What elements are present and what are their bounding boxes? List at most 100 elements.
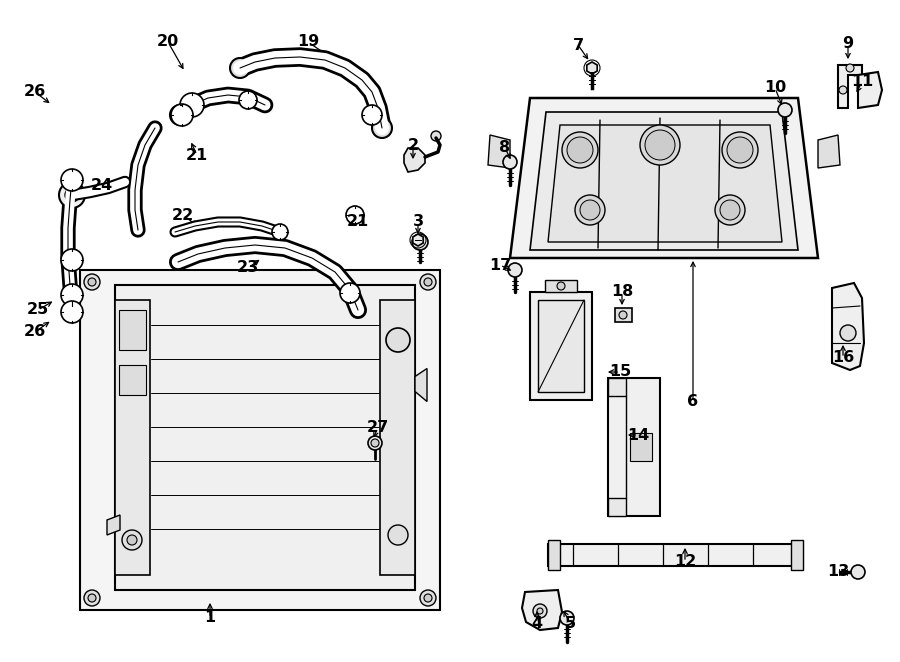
Circle shape — [88, 594, 96, 602]
Circle shape — [619, 311, 627, 319]
Text: 1: 1 — [204, 610, 216, 626]
Polygon shape — [413, 234, 423, 246]
Circle shape — [503, 155, 517, 169]
Circle shape — [61, 284, 83, 306]
Circle shape — [580, 200, 600, 220]
Text: 17: 17 — [489, 258, 511, 273]
Text: 15: 15 — [609, 365, 631, 379]
Polygon shape — [608, 498, 626, 516]
Polygon shape — [538, 300, 584, 392]
Circle shape — [560, 611, 574, 625]
Polygon shape — [791, 540, 803, 570]
Text: 18: 18 — [611, 285, 633, 299]
Bar — [115, 300, 150, 575]
Text: 26: 26 — [24, 85, 46, 99]
Circle shape — [431, 131, 441, 141]
Bar — [630, 433, 652, 461]
Circle shape — [839, 86, 847, 94]
Polygon shape — [548, 125, 782, 242]
Circle shape — [362, 105, 382, 125]
Circle shape — [170, 105, 190, 125]
Circle shape — [424, 594, 432, 602]
Circle shape — [346, 206, 364, 224]
Polygon shape — [488, 135, 510, 168]
Circle shape — [368, 436, 382, 450]
Circle shape — [388, 525, 408, 545]
Text: 9: 9 — [842, 36, 853, 52]
Text: 7: 7 — [572, 38, 583, 52]
Circle shape — [420, 590, 436, 606]
Bar — [80, 270, 440, 610]
Circle shape — [340, 283, 360, 303]
Circle shape — [722, 132, 758, 168]
Circle shape — [715, 195, 745, 225]
Text: 13: 13 — [827, 565, 849, 579]
Circle shape — [412, 234, 428, 250]
Text: 21: 21 — [346, 214, 369, 230]
Circle shape — [567, 137, 593, 163]
Text: 27: 27 — [367, 420, 389, 436]
Circle shape — [127, 535, 137, 545]
Polygon shape — [548, 544, 803, 566]
Bar — [115, 285, 415, 590]
Circle shape — [59, 182, 85, 208]
Circle shape — [84, 274, 100, 290]
Polygon shape — [608, 378, 626, 396]
Polygon shape — [545, 280, 577, 292]
Circle shape — [372, 118, 392, 138]
Polygon shape — [818, 135, 840, 168]
Polygon shape — [548, 540, 560, 570]
Circle shape — [645, 130, 675, 160]
Text: 8: 8 — [500, 140, 510, 156]
Polygon shape — [522, 590, 562, 630]
Circle shape — [230, 58, 250, 78]
Text: 4: 4 — [531, 616, 543, 630]
Circle shape — [420, 274, 436, 290]
Polygon shape — [530, 112, 798, 250]
Text: 5: 5 — [564, 616, 576, 630]
Text: 22: 22 — [172, 207, 194, 222]
Circle shape — [65, 188, 79, 202]
Circle shape — [61, 301, 83, 323]
Circle shape — [851, 565, 865, 579]
Polygon shape — [832, 283, 864, 370]
Text: 14: 14 — [627, 428, 649, 442]
Polygon shape — [858, 72, 882, 108]
Text: 20: 20 — [157, 34, 179, 50]
Text: 23: 23 — [237, 261, 259, 275]
Text: 12: 12 — [674, 555, 696, 569]
Circle shape — [533, 604, 547, 618]
Circle shape — [562, 132, 598, 168]
Circle shape — [846, 64, 854, 72]
Circle shape — [88, 278, 96, 286]
Circle shape — [239, 91, 257, 109]
Polygon shape — [404, 148, 425, 172]
Text: 25: 25 — [27, 303, 50, 318]
Circle shape — [557, 282, 565, 290]
Circle shape — [272, 224, 288, 240]
Polygon shape — [838, 65, 862, 108]
Circle shape — [778, 103, 792, 117]
Polygon shape — [530, 292, 592, 400]
Circle shape — [575, 195, 605, 225]
Text: 19: 19 — [297, 34, 320, 50]
Circle shape — [840, 325, 856, 341]
Circle shape — [171, 104, 193, 126]
Circle shape — [727, 137, 753, 163]
Polygon shape — [608, 378, 660, 516]
Text: 2: 2 — [408, 138, 418, 152]
Text: 11: 11 — [850, 75, 873, 89]
Text: 6: 6 — [688, 395, 698, 410]
Polygon shape — [510, 98, 818, 258]
Circle shape — [537, 608, 543, 614]
Bar — [119, 310, 146, 350]
Circle shape — [61, 249, 83, 271]
Circle shape — [720, 200, 740, 220]
Circle shape — [122, 530, 142, 550]
Circle shape — [424, 278, 432, 286]
Polygon shape — [587, 62, 598, 74]
Circle shape — [640, 125, 680, 165]
Polygon shape — [107, 515, 120, 535]
Bar — [380, 300, 415, 575]
Polygon shape — [415, 369, 427, 401]
